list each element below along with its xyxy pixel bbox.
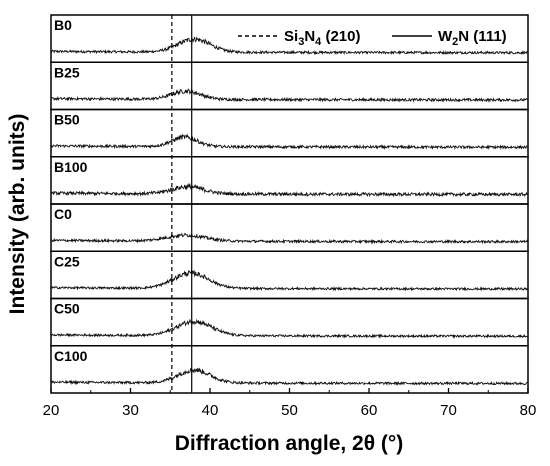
y-axis-title: Intensity (arb. units): [6, 114, 29, 315]
reference-lines: [171, 15, 193, 393]
x-tick-label: 80: [520, 402, 537, 419]
trace-b50: [50, 133, 529, 151]
x-tick-label: 30: [122, 402, 139, 419]
trace-b25: [50, 88, 529, 103]
legend-w2n-label: W2N (111): [438, 28, 507, 48]
sample-label-c0: C0: [54, 206, 72, 222]
panel-c100: C100: [50, 345, 529, 394]
x-axis: 20 30 40 50 60 70 80: [43, 388, 537, 419]
x-tick-label: 20: [43, 402, 60, 419]
x-tick-label: 70: [440, 402, 457, 419]
panel-frame: [50, 203, 529, 252]
trace-b0: [50, 36, 529, 56]
trace-c100: [50, 367, 529, 386]
trace-c0: [50, 232, 529, 245]
panel-c50: C50: [50, 297, 529, 347]
sample-label-b25: B25: [54, 64, 80, 80]
sample-label-c50: C50: [54, 301, 80, 317]
sample-label-c25: C25: [54, 253, 80, 269]
x-tick-label: 60: [361, 402, 378, 419]
sample-label-b100: B100: [54, 159, 88, 175]
legend: Si3N4 (210) W2N (111): [238, 28, 507, 48]
sample-label-b50: B50: [54, 112, 80, 128]
trace-c50: [50, 318, 529, 339]
panel-frame: [50, 345, 529, 394]
panel-b100: B100: [50, 156, 529, 205]
panel-b25: B25: [50, 61, 529, 111]
panel-frame: [50, 156, 529, 205]
x-axis-title: Diffraction angle, 2θ (°): [175, 432, 404, 455]
x-tick-label: 40: [202, 402, 219, 419]
panel-c0: C0: [50, 203, 529, 252]
panel-frame: [50, 250, 529, 300]
sample-label-c100: C100: [54, 348, 88, 364]
trace-b100: [50, 182, 529, 198]
panel-b50: B50: [50, 108, 529, 158]
panels: B0 B25 B50 B100 C0 C25 C50 C100: [50, 14, 529, 394]
panel-frame: [50, 297, 529, 347]
panel-frame: [50, 108, 529, 158]
legend-si3n4-label: Si3N4 (210): [284, 28, 360, 48]
sample-label-b0: B0: [54, 17, 72, 33]
x-tick-label: 50: [281, 402, 298, 419]
trace-c25: [50, 269, 529, 292]
panel-c25: C25: [50, 250, 529, 300]
panel-frame: [50, 61, 529, 111]
